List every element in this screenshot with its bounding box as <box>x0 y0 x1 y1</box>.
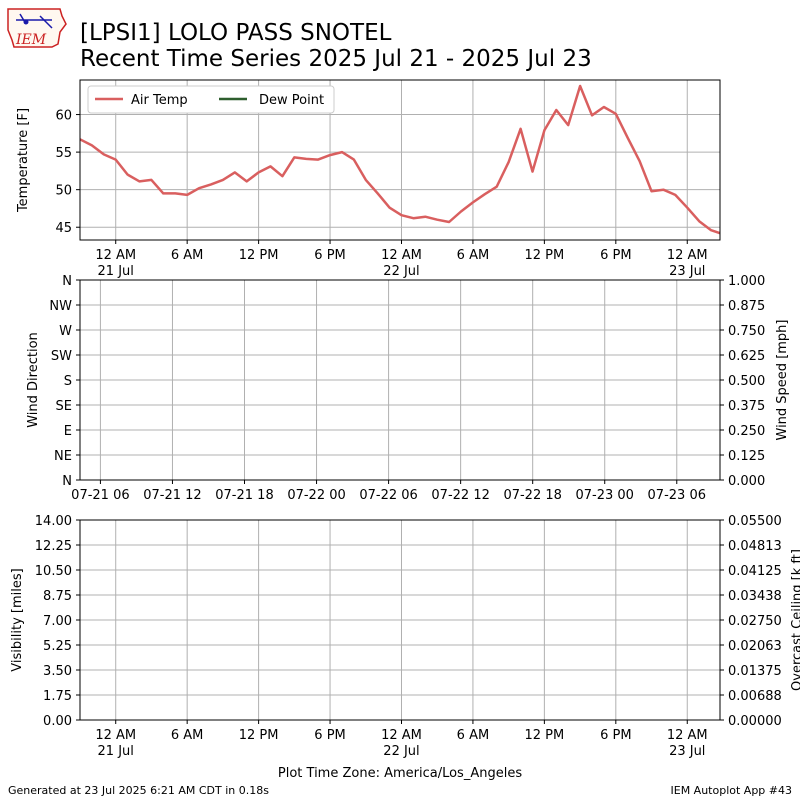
air-temp-line <box>79 84 721 235</box>
x-axis-label: Plot Time Zone: America/Los_Angeles <box>278 766 522 781</box>
x-tick-label: 12 AM <box>667 728 708 743</box>
x-tick-label: 12 PM <box>239 248 279 263</box>
y-right-tick-label: 0.00000 <box>728 714 782 729</box>
chart-title-line1: [LPSI1] LOLO PASS SNOTEL <box>80 20 392 46</box>
x-tick-date-label: 23 Jul <box>669 264 705 279</box>
x-tick-label: 6 PM <box>600 728 631 743</box>
x-tick-date-label: 22 Jul <box>383 264 419 279</box>
y-right-axis-label: Overcast Ceiling [k ft] <box>790 549 800 691</box>
y-axis-label: Temperature [F] <box>16 108 31 213</box>
x-tick-label: 6 PM <box>314 248 345 263</box>
x-tick-label: 07-23 06 <box>648 488 706 503</box>
iem-logo: IEM <box>7 8 67 48</box>
legend-box <box>87 85 335 114</box>
legend: Air Temp Dew Point <box>87 85 335 114</box>
wind-panel: 07-21 06 07-21 12 07-21 18 07-22 00 07-22 06… <box>26 274 790 503</box>
y-left-tick-label: 10.50 <box>35 564 72 579</box>
x-tick-date-label: 23 Jul <box>669 744 705 759</box>
y-tick-label: 55 <box>55 146 72 161</box>
y-right-tick-label: 0.875 <box>728 299 765 314</box>
y-left-tick-label: 14.00 <box>35 514 72 529</box>
x-tick-label: 12 AM <box>95 728 136 743</box>
y-right-tick-label: 0.125 <box>728 449 765 464</box>
y-right-tick-label: 0.000 <box>728 474 765 489</box>
y-left-tick-label: 5.25 <box>43 639 72 654</box>
legend-dew-point-label: Dew Point <box>259 93 324 108</box>
x-tick-label: 12 PM <box>239 728 279 743</box>
y-right-tick-label: 0.05500 <box>728 514 782 529</box>
y-right-tick-label: 0.500 <box>728 374 765 389</box>
x-tick-label: 6 PM <box>314 728 345 743</box>
y-right-axis-label: Wind Speed [mph] <box>775 320 790 441</box>
x-tick-label: 07-21 12 <box>143 488 201 503</box>
y-left-tick-label: 12.25 <box>35 539 72 554</box>
y-right-tick-label: 0.00688 <box>728 689 782 704</box>
x-tick-label: 12 AM <box>667 248 708 263</box>
x-tick-date-label: 21 Jul <box>98 744 134 759</box>
y-left-tick-label: SE <box>56 399 72 414</box>
x-tick-label: 07-22 00 <box>287 488 345 503</box>
plot-frame <box>79 519 721 721</box>
plot-frame <box>79 79 721 241</box>
x-tick-label: 07-22 12 <box>431 488 489 503</box>
x-tick-label: 6 AM <box>171 728 204 743</box>
x-tick-date-label: 22 Jul <box>383 744 419 759</box>
y-left-tick-label: S <box>64 374 72 389</box>
y-left-tick-label: SW <box>51 349 72 364</box>
x-tick-label: 6 AM <box>457 728 490 743</box>
x-tick-label: 07-22 06 <box>359 488 417 503</box>
y-tick-label: 60 <box>55 109 72 124</box>
footer-app: IEM Autoplot App #43 <box>671 784 793 797</box>
y-axis-label: Wind Direction <box>26 332 41 428</box>
y-left-tick-label: 0.00 <box>43 714 72 729</box>
x-tick-label: 07-23 00 <box>576 488 634 503</box>
x-tick-label: 12 AM <box>95 248 136 263</box>
logo-dot-icon <box>23 19 29 25</box>
logo-line-icon <box>39 15 53 29</box>
y-left-tick-label: W <box>59 324 72 339</box>
x-tick-label: 6 AM <box>457 248 490 263</box>
logo-text: IEM <box>15 32 47 48</box>
y-left-tick-label: 1.75 <box>43 689 72 704</box>
y-tick-label: 45 <box>55 221 72 236</box>
y-right-tick-label: 0.750 <box>728 324 765 339</box>
y-left-tick-label: N <box>62 274 72 289</box>
x-tick-label: 6 PM <box>600 248 631 263</box>
x-tick-label: 12 PM <box>525 248 565 263</box>
x-tick-label: 07-21 18 <box>215 488 273 503</box>
y-right-tick-label: 0.250 <box>728 424 765 439</box>
y-left-tick-label: 7.00 <box>43 614 72 629</box>
y-right-tick-label: 0.02750 <box>728 614 782 629</box>
y-right-tick-label: 0.04813 <box>728 539 782 554</box>
y-left-tick-label: N <box>62 474 72 489</box>
y-axis-label: Visibility [miles] <box>10 568 25 671</box>
x-tick-label: 07-22 18 <box>503 488 561 503</box>
y-left-tick-label: E <box>64 424 72 439</box>
y-right-tick-label: 0.375 <box>728 399 765 414</box>
y-right-tick-label: 0.02063 <box>728 639 782 654</box>
x-tick-label: 12 AM <box>381 248 422 263</box>
y-left-tick-label: NE <box>54 449 72 464</box>
y-left-tick-label: NW <box>49 299 72 314</box>
y-right-tick-label: 0.03438 <box>728 589 782 604</box>
y-right-tick-label: 0.625 <box>728 349 765 364</box>
footer-generated: Generated at 23 Jul 2025 6:21 AM CDT in … <box>8 784 269 797</box>
x-tick-label: 6 AM <box>171 248 204 263</box>
chart-title-line2: Recent Time Series 2025 Jul 21 - 2025 Ju… <box>80 46 592 72</box>
x-tick-label: 12 AM <box>381 728 422 743</box>
y-left-tick-label: 3.50 <box>43 664 72 679</box>
plot-frame <box>79 279 721 481</box>
y-right-tick-label: 1.000 <box>728 274 765 289</box>
y-right-tick-label: 0.04125 <box>728 564 782 579</box>
x-tick-label: 12 PM <box>525 728 565 743</box>
y-tick-label: 50 <box>55 184 72 199</box>
y-left-tick-label: 8.75 <box>43 589 72 604</box>
x-tick-label: 07-21 06 <box>71 488 129 503</box>
x-tick-date-label: 21 Jul <box>98 264 134 279</box>
legend-air-temp-label: Air Temp <box>131 93 188 108</box>
y-right-tick-label: 0.01375 <box>728 664 782 679</box>
